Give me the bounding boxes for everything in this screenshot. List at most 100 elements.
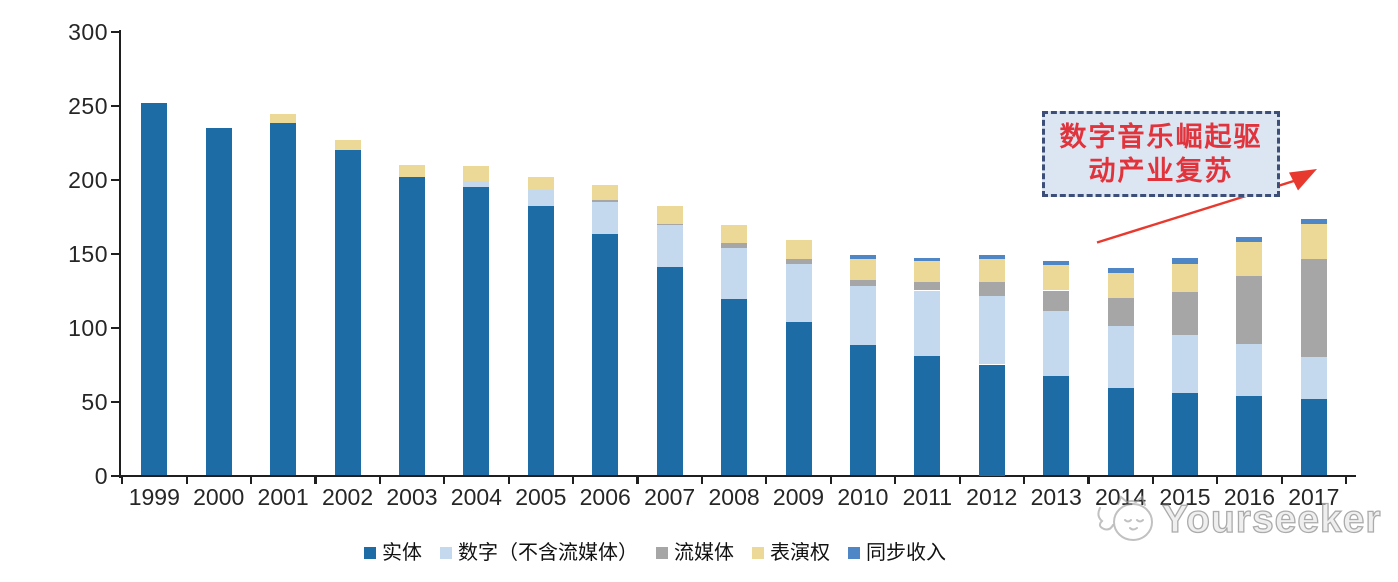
y-tick-label: 0 xyxy=(94,462,108,489)
bar-segment-2002-实体 xyxy=(334,149,361,476)
x-tick xyxy=(1345,476,1348,484)
x-tick xyxy=(894,476,897,484)
x-axis-line xyxy=(119,475,1356,478)
legend-label: 数字（不含流媒体） xyxy=(458,542,638,564)
bar-segment-2012-实体 xyxy=(978,364,1005,476)
x-tick xyxy=(829,476,832,484)
bar-segment-2007-表演权 xyxy=(656,206,683,224)
x-tick-label: 2013 xyxy=(1030,483,1082,510)
legend-label: 同步收入 xyxy=(866,542,946,564)
legend-item: 实体 xyxy=(364,541,422,565)
bar-segment-2006-表演权 xyxy=(592,185,619,201)
bar-segment-2006-数字（不含流媒体） xyxy=(592,201,619,235)
x-tick-label: 2005 xyxy=(515,483,567,510)
y-tick xyxy=(111,400,120,403)
bar-segment-2007-实体 xyxy=(656,266,683,476)
bar-segment-2015-实体 xyxy=(1172,392,1199,476)
legend-label: 流媒体 xyxy=(674,542,734,564)
y-tick-label: 150 xyxy=(68,240,108,267)
x-tick xyxy=(636,476,639,484)
x-tick-label: 2004 xyxy=(450,483,502,510)
bar-segment-2008-实体 xyxy=(721,299,748,476)
x-tick-label: 2000 xyxy=(193,483,245,510)
bar-segment-2017-同步收入 xyxy=(1300,219,1327,224)
bar-segment-2011-数字（不含流媒体） xyxy=(914,290,941,356)
annotation-text-line1: 数字音乐崛起驱 xyxy=(1059,122,1263,152)
y-tick-label: 50 xyxy=(81,388,108,415)
x-tick-label: 2011 xyxy=(902,483,953,510)
x-tick xyxy=(185,476,188,484)
legend-label: 表演权 xyxy=(770,542,830,564)
bar-segment-2009-数字（不含流媒体） xyxy=(785,263,812,322)
bar-segment-2016-流媒体 xyxy=(1236,275,1263,344)
annotation-callout: 数字音乐崛起驱 动产业复苏 xyxy=(1042,111,1280,197)
bar-segment-2017-数字（不含流媒体） xyxy=(1300,357,1327,399)
x-tick-label: 2007 xyxy=(644,483,696,510)
x-tick-label: 2010 xyxy=(837,483,889,510)
bar-segment-2004-表演权 xyxy=(463,166,490,181)
bar-segment-2000-实体 xyxy=(205,127,232,476)
bar-segment-2013-实体 xyxy=(1043,376,1070,476)
bar-segment-2001-实体 xyxy=(270,123,297,476)
bar-segment-2012-数字（不含流媒体） xyxy=(978,296,1005,365)
legend-swatch-icon xyxy=(656,547,668,559)
bar-segment-2003-表演权 xyxy=(398,164,425,177)
x-tick-label: 2009 xyxy=(772,483,825,510)
x-tick xyxy=(249,476,253,484)
y-tick-label: 200 xyxy=(68,166,108,193)
bar-segment-2014-流媒体 xyxy=(1107,297,1134,326)
legend-swatch-icon xyxy=(752,547,764,559)
bar-segment-2001-表演权 xyxy=(270,114,297,124)
x-tick-label: 2003 xyxy=(386,483,438,510)
y-tick xyxy=(111,326,120,329)
bar-segment-2009-实体 xyxy=(785,321,812,476)
legend-item: 流媒体 xyxy=(656,541,734,565)
y-tick xyxy=(111,178,120,181)
bar-segment-2012-表演权 xyxy=(978,259,1005,282)
bar-segment-2017-表演权 xyxy=(1300,223,1327,260)
legend-swatch-icon xyxy=(364,547,376,559)
x-tick xyxy=(1087,476,1090,484)
bar-segment-2006-实体 xyxy=(592,234,619,476)
x-tick xyxy=(314,476,317,484)
bar-segment-2014-数字（不含流媒体） xyxy=(1107,326,1134,389)
bar-segment-2011-表演权 xyxy=(914,260,941,282)
bar-segment-2007-流媒体 xyxy=(656,223,683,226)
bar-segment-2017-流媒体 xyxy=(1300,259,1327,358)
x-tick-label: 2017 xyxy=(1288,483,1340,510)
bar-segment-2013-同步收入 xyxy=(1043,260,1070,266)
legend: 实体 数字（不含流媒体） 流媒体 表演权 同步收入 xyxy=(364,540,946,566)
bar-segment-2002-表演权 xyxy=(334,139,361,150)
y-tick xyxy=(111,104,120,107)
bar-segment-2014-实体 xyxy=(1107,388,1134,476)
x-tick xyxy=(765,476,768,484)
y-tick xyxy=(111,252,120,255)
bar-segment-2016-数字（不含流媒体） xyxy=(1236,343,1263,396)
bar-segment-2015-流媒体 xyxy=(1172,291,1199,335)
x-tick-label: 1999 xyxy=(128,483,180,510)
bar-segment-2013-表演权 xyxy=(1043,265,1070,291)
x-tick-label: 2008 xyxy=(708,483,760,510)
x-tick-label: 2006 xyxy=(579,483,631,510)
bar-segment-2004-数字（不含流媒体） xyxy=(463,180,490,187)
y-tick-label: 250 xyxy=(68,92,108,119)
y-tick xyxy=(111,30,120,33)
bar-segment-1999-实体 xyxy=(141,102,168,476)
x-tick xyxy=(507,476,510,484)
bar-segment-2012-同步收入 xyxy=(978,254,1005,260)
x-tick xyxy=(1216,476,1219,484)
x-tick xyxy=(1022,476,1026,484)
x-tick-label: 2001 xyxy=(257,483,309,510)
x-tick xyxy=(1280,476,1283,484)
x-tick-label: 2012 xyxy=(966,483,1018,510)
legend-swatch-icon xyxy=(440,547,452,559)
x-tick-label: 2016 xyxy=(1223,483,1276,510)
x-tick xyxy=(121,476,124,484)
bar-segment-2010-数字（不含流媒体） xyxy=(849,286,876,346)
bar-segment-2008-流媒体 xyxy=(721,243,748,248)
x-tick xyxy=(572,476,575,484)
x-tick-label: 2015 xyxy=(1159,483,1211,510)
x-tick-label: 2014 xyxy=(1095,483,1147,510)
